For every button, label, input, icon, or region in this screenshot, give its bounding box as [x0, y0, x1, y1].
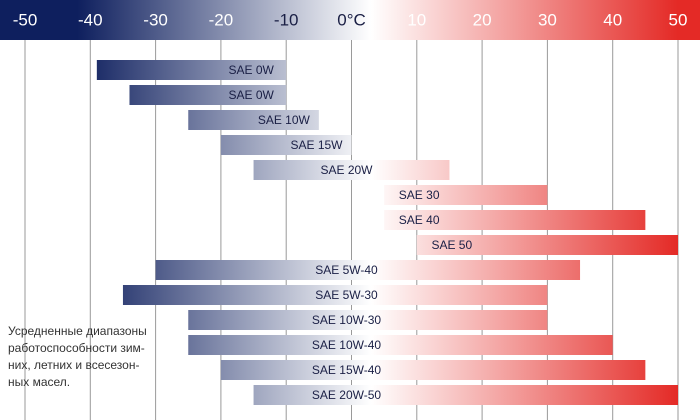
bar-label: SAE 50	[431, 238, 472, 252]
range-bar	[188, 335, 613, 355]
axis-band	[0, 0, 700, 40]
x-tick-label: -10	[274, 10, 299, 29]
bar-label: SAE 10W-30	[312, 313, 381, 327]
bar-label: SAE 30	[399, 188, 440, 202]
range-bar	[188, 110, 319, 130]
x-tick-label: 20	[473, 10, 492, 29]
x-tick-label: 30	[538, 10, 557, 29]
x-tick-label: 10	[407, 10, 426, 29]
range-bar	[384, 185, 548, 205]
range-bar	[416, 235, 678, 255]
annotation: Усредненные диапазоны	[8, 324, 147, 338]
annotation: них, летних и всесезон-	[8, 358, 139, 372]
bar-label: SAE 10W	[258, 113, 311, 127]
bar-label: SAE 15W	[290, 138, 343, 152]
range-bar	[129, 85, 287, 105]
bar-label: SAE 0W	[229, 63, 275, 77]
annotation: ных масел.	[8, 375, 70, 389]
range-bar	[188, 310, 548, 330]
x-tick-label: 0°C	[337, 10, 366, 29]
bar-label: SAE 0W	[229, 88, 275, 102]
range-bar	[384, 210, 646, 230]
x-tick-label: -50	[13, 10, 38, 29]
bar-label: SAE 10W-40	[312, 338, 381, 352]
bar-label: SAE 20W-50	[312, 388, 381, 402]
x-tick-label: -40	[78, 10, 103, 29]
range-bar	[220, 360, 646, 380]
range-bar	[122, 285, 548, 305]
x-tick-label: -30	[143, 10, 168, 29]
range-bar	[96, 60, 287, 80]
range-bar	[220, 135, 352, 155]
bar-label: SAE 20W	[320, 163, 373, 177]
x-tick-label: -20	[209, 10, 234, 29]
range-bar	[253, 160, 450, 180]
bar-label: SAE 5W-40	[315, 263, 378, 277]
x-tick-label: 50	[669, 10, 688, 29]
range-bar	[155, 260, 581, 280]
bar-label: SAE 5W-30	[315, 288, 378, 302]
range-bar	[253, 385, 679, 405]
x-tick-label: 40	[603, 10, 622, 29]
bar-label: SAE 15W-40	[312, 363, 381, 377]
annotation: работоспособности зим-	[8, 341, 145, 355]
bar-label: SAE 40	[399, 213, 440, 227]
